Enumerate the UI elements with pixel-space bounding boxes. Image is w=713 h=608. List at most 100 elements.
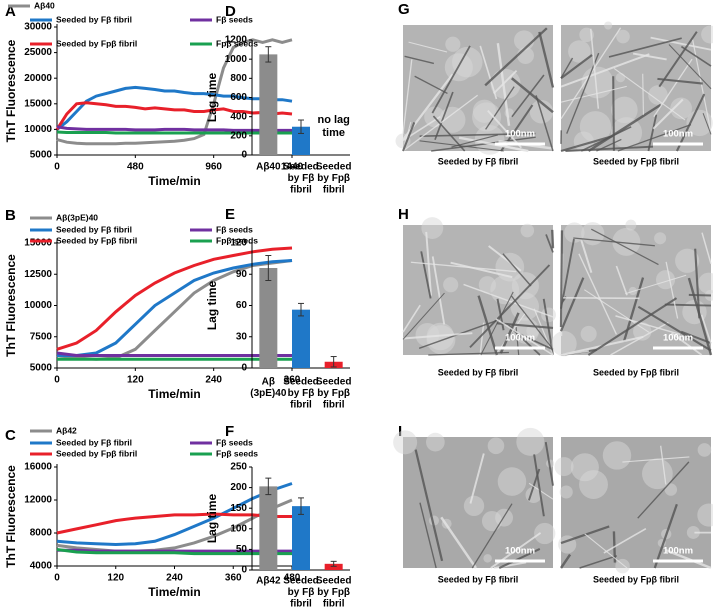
fibril	[560, 54, 593, 80]
x-tick-label: by Fβ	[288, 388, 315, 399]
fibril	[419, 132, 536, 137]
fibril	[650, 36, 712, 51]
annotation: no lag	[317, 114, 349, 126]
texture	[497, 467, 527, 496]
fibril	[647, 114, 658, 152]
x-tick-label: by Fpβ	[317, 173, 350, 184]
x-tick-label: by Fpβ	[317, 388, 350, 399]
texture	[612, 227, 641, 256]
fibril	[420, 251, 432, 299]
fibril	[510, 77, 554, 114]
x-tick-label: 120	[127, 375, 144, 386]
legend-label: Fpβ seeds	[216, 448, 258, 458]
fibril	[652, 98, 684, 130]
fibril	[440, 516, 477, 569]
series-line	[55, 101, 293, 131]
y-tick-label: 25000	[24, 47, 52, 58]
texture	[664, 483, 678, 496]
texture	[579, 27, 594, 43]
texture	[686, 525, 700, 539]
bar	[259, 54, 278, 155]
series-line	[56, 482, 293, 547]
fibril	[528, 482, 554, 500]
fibril	[479, 322, 485, 356]
x-axis-title: Time/min	[148, 174, 200, 188]
micrograph: 100nm	[560, 21, 713, 153]
y-tick-label: 16000	[24, 462, 52, 473]
y-axis-title: Lag time	[205, 281, 219, 331]
y-tick-label: 4000	[30, 561, 53, 572]
texture	[439, 106, 466, 133]
image-caption: Seeded by Fpβ fibril	[593, 156, 679, 166]
series-line	[57, 259, 293, 357]
series-line	[56, 130, 292, 135]
y-tick-label: 60	[236, 300, 248, 311]
x-tick-label: 360	[284, 375, 301, 386]
texture	[611, 96, 638, 124]
series-line	[56, 85, 293, 131]
series-line	[56, 498, 293, 553]
fibril	[498, 547, 541, 569]
panel-label: E	[225, 206, 235, 223]
fibril	[511, 74, 545, 118]
texture	[654, 232, 667, 245]
y-tick-label: 12000	[24, 495, 52, 506]
texture	[616, 29, 630, 44]
y-tick-label: 250	[230, 462, 247, 473]
fibril	[615, 315, 681, 336]
fibril	[535, 95, 554, 152]
y-tick-label: 50	[236, 544, 248, 555]
fibril	[414, 449, 444, 562]
legend-label: Fβ seeds	[216, 437, 253, 447]
y-tick-label: 12500	[24, 269, 52, 280]
panel-label: A	[5, 3, 16, 20]
y-tick-label: 1000	[225, 54, 248, 65]
fibril	[560, 350, 590, 356]
fibril	[632, 52, 667, 61]
fibril	[431, 136, 536, 152]
fibril	[551, 229, 555, 249]
fibril	[665, 261, 679, 319]
bar	[292, 506, 310, 570]
series-line	[56, 125, 292, 132]
texture	[445, 36, 461, 52]
fibril	[419, 502, 437, 569]
fibril	[660, 445, 667, 485]
fibril	[670, 332, 703, 356]
fibril	[615, 265, 628, 296]
legend-label: Aβ42	[56, 425, 77, 435]
texture	[602, 441, 632, 470]
fibril	[563, 297, 640, 300]
fibril	[408, 41, 448, 53]
texture	[478, 276, 497, 294]
micrograph: 100nm	[551, 219, 713, 357]
fibril	[680, 330, 712, 344]
y-axis-title: Lag time	[205, 494, 219, 544]
x-tick-label: Seeded	[283, 162, 319, 173]
fibril	[702, 113, 712, 135]
fibril	[590, 228, 659, 266]
legend-label: Seeded by Fβ fibril	[56, 437, 132, 447]
y-tick-label: 120	[230, 238, 247, 249]
x-tick-label: fibril	[290, 400, 312, 411]
fibril	[559, 277, 585, 332]
fibril	[544, 441, 554, 486]
fibril	[612, 76, 615, 151]
x-tick-label: Aβ42	[256, 576, 281, 587]
x-tick-label: fibril	[290, 185, 312, 196]
panel-label: B	[5, 207, 16, 224]
series-line	[56, 246, 293, 351]
fibril	[596, 138, 622, 152]
texture	[604, 21, 613, 30]
fibril	[545, 234, 554, 253]
fibril	[502, 253, 532, 287]
fibril	[479, 45, 498, 100]
y-tick-label: 0	[241, 150, 247, 161]
x-tick-label: 120	[107, 573, 124, 584]
fibril	[402, 59, 413, 134]
series-line	[56, 38, 293, 146]
fibril	[560, 85, 627, 103]
series-line	[56, 259, 293, 361]
x-axis-title: Time/min	[148, 585, 200, 599]
legend-label: Seeded by Fβ fibril	[56, 14, 132, 24]
